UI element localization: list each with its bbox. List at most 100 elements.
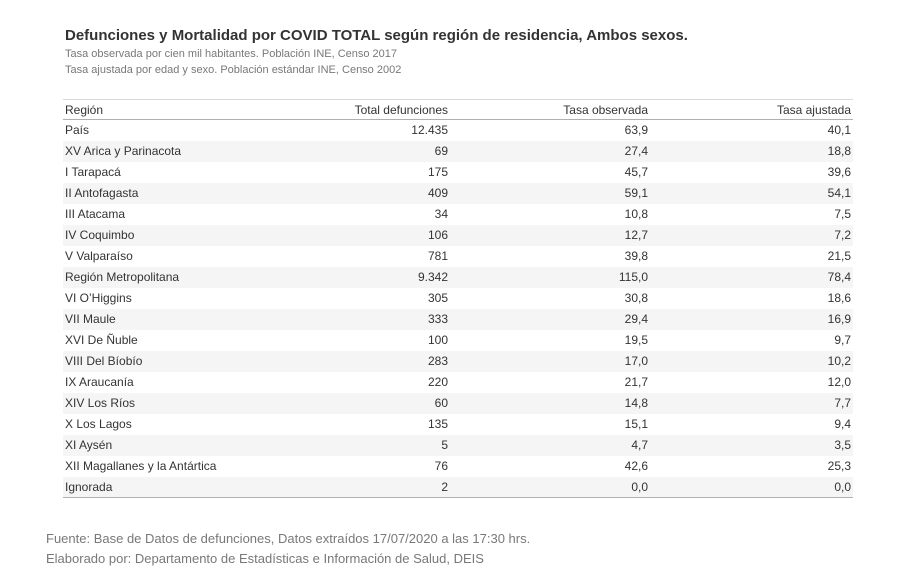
value-cell[interactable]: 29,4: [624, 312, 648, 326]
value-cell[interactable]: 25,3: [827, 459, 851, 473]
value-cell[interactable]: 283: [427, 354, 448, 368]
table-row: I Tarapacá 175 45,7 39,6: [63, 162, 853, 183]
value-cell[interactable]: 5: [441, 438, 448, 452]
column-header-region[interactable]: Región: [65, 102, 104, 117]
region-cell[interactable]: VII Maule: [65, 312, 116, 326]
value-cell[interactable]: 40,1: [827, 123, 851, 138]
region-cell[interactable]: VI O’Higgins: [65, 291, 132, 305]
value-cell[interactable]: 305: [427, 291, 448, 305]
value-cell[interactable]: 30,8: [624, 291, 648, 305]
region-cell[interactable]: II Antofagasta: [65, 186, 139, 200]
region-cell[interactable]: XVI De Ñuble: [65, 333, 138, 347]
value-cell[interactable]: 14,8: [624, 396, 648, 410]
column-header-tasa-ajustada[interactable]: Tasa ajustada: [776, 102, 851, 117]
value-cell[interactable]: 39,6: [827, 165, 851, 179]
table-row: IV Coquimbo 106 12,7 7,2: [63, 224, 853, 246]
value-cell[interactable]: 16,9: [827, 312, 851, 326]
value-cell[interactable]: 409: [427, 186, 448, 200]
value-cell[interactable]: 17,0: [624, 354, 648, 368]
value-cell[interactable]: 69: [434, 144, 448, 158]
table-row: Ignorada 2 0,0 0,0: [63, 476, 853, 498]
title-block: Defunciones y Mortalidad por COVID TOTAL…: [65, 27, 906, 77]
value-cell[interactable]: 59,1: [624, 186, 648, 200]
region-cell[interactable]: VIII Del Bíobío: [65, 354, 143, 368]
value-cell[interactable]: 12,0: [827, 375, 851, 389]
table-row: XII Magallanes y la Antártica 76 42,6 25,3: [63, 456, 853, 477]
value-cell[interactable]: 0,0: [834, 479, 851, 494]
value-cell[interactable]: 333: [427, 312, 448, 326]
value-cell[interactable]: 21,7: [624, 375, 648, 389]
value-cell[interactable]: 10,8: [624, 207, 648, 221]
value-cell[interactable]: 9,7: [834, 333, 851, 347]
value-cell[interactable]: 42,6: [624, 459, 648, 473]
value-cell[interactable]: 9.342: [417, 270, 448, 284]
value-cell[interactable]: 175: [427, 165, 448, 179]
subtitle-adjusted-rate: Tasa ajustada por edad y sexo. Población…: [65, 64, 402, 76]
table-header-row: Región Total defunciones Tasa observada …: [63, 99, 853, 120]
value-cell[interactable]: 54,1: [827, 186, 851, 200]
value-cell[interactable]: 220: [427, 375, 448, 389]
value-cell[interactable]: 18,8: [827, 144, 851, 158]
footer-author: Elaborado por: Departamento de Estadísti…: [46, 551, 484, 566]
value-cell[interactable]: 0,0: [631, 479, 648, 494]
value-cell[interactable]: 78,4: [827, 270, 851, 284]
region-cell[interactable]: I Tarapacá: [65, 165, 121, 179]
value-cell[interactable]: 100: [427, 333, 448, 347]
value-cell[interactable]: 15,1: [624, 417, 648, 431]
value-cell[interactable]: 34: [434, 207, 448, 221]
region-cell[interactable]: III Atacama: [65, 207, 126, 221]
value-cell[interactable]: 135: [427, 417, 448, 431]
value-cell[interactable]: 39,8: [624, 249, 648, 263]
table-row: XVI De Ñuble 100 19,5 9,7: [63, 330, 853, 351]
region-cell[interactable]: IX Araucanía: [65, 375, 134, 389]
value-cell[interactable]: 12,7: [624, 228, 648, 242]
region-cell[interactable]: XV Arica y Parinacota: [65, 144, 182, 158]
value-cell[interactable]: 4,7: [631, 438, 648, 452]
table-row: X Los Lagos 135 15,1 9,4: [63, 414, 853, 435]
value-cell[interactable]: 7,2: [834, 228, 851, 242]
value-cell[interactable]: 19,5: [624, 333, 648, 347]
value-cell[interactable]: 63,9: [624, 123, 648, 138]
value-cell[interactable]: 7,7: [834, 396, 851, 410]
page-title: Defunciones y Mortalidad por COVID TOTAL…: [65, 27, 688, 44]
region-cell[interactable]: X Los Lagos: [65, 417, 132, 431]
value-cell[interactable]: 18,6: [827, 291, 851, 305]
region-cell[interactable]: Región Metropolitana: [65, 270, 180, 284]
value-cell[interactable]: 7,5: [834, 207, 851, 221]
table-row: XI Aysén 5 4,7 3,5: [63, 434, 853, 456]
subtitle-observed-rate: Tasa observada por cien mil habitantes. …: [65, 48, 398, 60]
value-cell[interactable]: 12.435: [411, 123, 448, 138]
table-row: XIV Los Ríos 60 14,8 7,7: [63, 392, 853, 414]
region-cell[interactable]: XI Aysén: [65, 438, 113, 452]
value-cell[interactable]: 45,7: [624, 165, 648, 179]
table-header: Región Total defunciones Tasa observada …: [63, 99, 853, 120]
column-header-tasa-observada[interactable]: Tasa observada: [563, 102, 648, 117]
region-cell[interactable]: IV Coquimbo: [65, 228, 135, 242]
region-cell[interactable]: XIV Los Ríos: [65, 396, 136, 410]
value-cell[interactable]: 106: [427, 228, 448, 242]
value-cell[interactable]: 115,0: [618, 270, 648, 284]
table-row: País 12.435 63,9 40,1: [63, 120, 853, 141]
table-row: VI O’Higgins 305 30,8 18,6: [63, 288, 853, 309]
value-cell[interactable]: 27,4: [624, 144, 648, 158]
value-cell[interactable]: 76: [434, 459, 448, 473]
region-cell[interactable]: Ignorada: [65, 479, 113, 494]
value-cell[interactable]: 781: [427, 249, 448, 263]
table-body: País 12.435 63,9 40,1 XV Arica y Parinacota 6…: [63, 120, 853, 498]
value-cell[interactable]: 60: [434, 396, 448, 410]
table-row: V Valparaíso 781 39,8 21,5: [63, 246, 853, 267]
region-cell[interactable]: XII Magallanes y la Antártica: [65, 459, 217, 473]
region-cell[interactable]: País: [65, 123, 90, 138]
column-header-total-defunciones[interactable]: Total defunciones: [354, 102, 448, 117]
value-cell[interactable]: 9,4: [834, 417, 851, 431]
value-cell[interactable]: 21,5: [827, 249, 851, 263]
value-cell[interactable]: 3,5: [834, 438, 851, 452]
mortality-table: Región Total defunciones Tasa observada …: [63, 99, 853, 498]
table-row: II Antofagasta 409 59,1 54,1: [63, 182, 853, 204]
value-cell[interactable]: 10,2: [827, 354, 851, 368]
region-cell[interactable]: V Valparaíso: [65, 249, 133, 263]
value-cell[interactable]: 2: [441, 479, 448, 494]
table-row: VII Maule 333 29,4 16,9: [63, 308, 853, 330]
footer: Fuente: Base de Datos de defunciones, Da…: [46, 529, 906, 569]
